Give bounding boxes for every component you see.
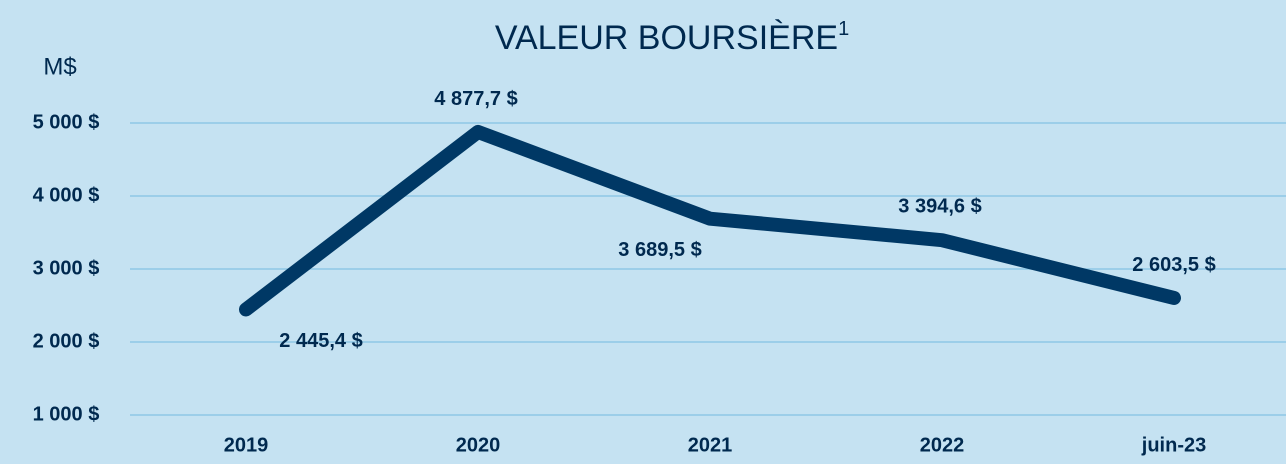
x-tick-label: 2019: [224, 434, 269, 456]
data-line: [239, 124, 1181, 317]
x-tick-label: 2022: [920, 434, 965, 456]
x-tick-label: 2020: [456, 434, 501, 456]
title-superscript: 1: [838, 18, 849, 40]
y-axis-label: M$: [43, 53, 76, 80]
data-label: 4 877,7 $: [434, 88, 517, 110]
y-tick-label: 4 000 $: [33, 184, 100, 206]
y-tick-label: 1 000 $: [33, 403, 100, 425]
title-text: VALEUR BOURSIÈRE: [495, 19, 838, 57]
x-tick-label: juin-23: [1141, 434, 1206, 456]
y-tick-label: 3 000 $: [33, 257, 100, 279]
data-label: 2 445,4 $: [279, 330, 362, 352]
y-tick-label: 2 000 $: [33, 330, 100, 352]
y-tick-label: 5 000 $: [33, 111, 100, 133]
chart-title: VALEUR BOURSIÈRE1: [495, 18, 849, 57]
x-tick-label: 2021: [688, 434, 733, 456]
data-label: 3 689,5 $: [618, 239, 701, 261]
data-label: 3 394,6 $: [898, 195, 981, 217]
data-label: 2 603,5 $: [1132, 254, 1215, 276]
